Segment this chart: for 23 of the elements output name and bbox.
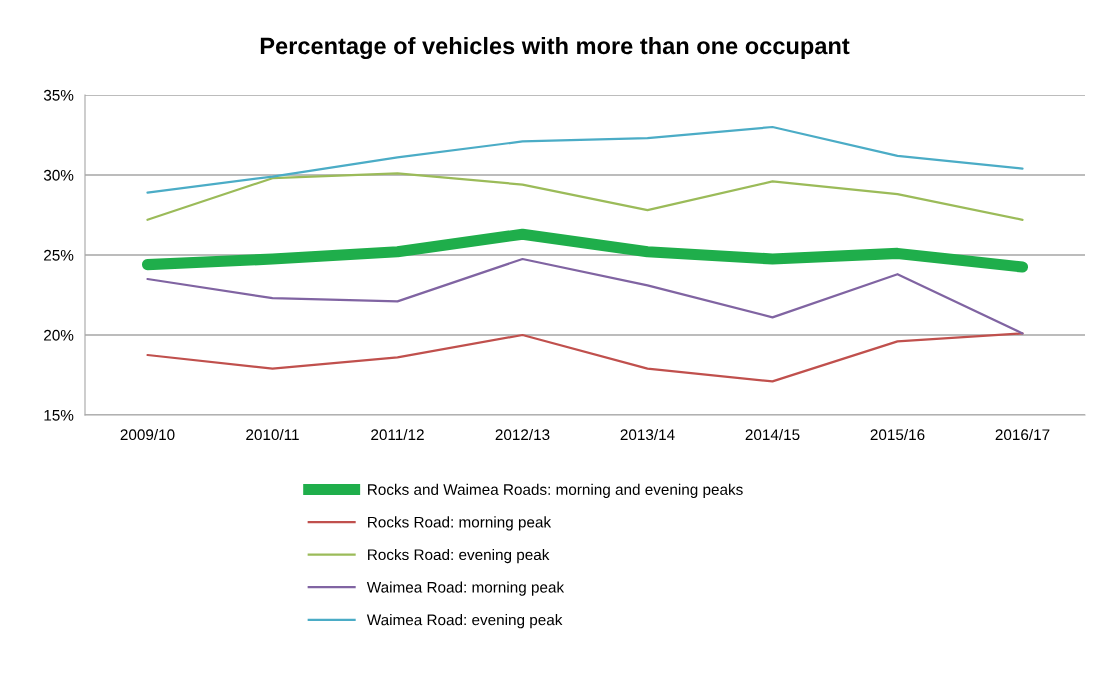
- x-tick-label: 2011/12: [371, 428, 424, 441]
- y-tick-label: 15%: [44, 409, 74, 421]
- y-tick-label: 30%: [43, 169, 74, 181]
- x-tick-label: 2016/17: [995, 428, 1050, 441]
- legend-label: Rocks and Waimea Roads: morning and evening peaks: [368, 483, 743, 498]
- line-series: [146, 257, 1024, 335]
- x-tick-label: 2010/11: [246, 428, 299, 441]
- line-series: [146, 125, 1024, 194]
- x-tick-label: 2009/10: [120, 428, 175, 441]
- x-tick-label: 2014/15: [745, 428, 800, 441]
- chart-title: Percentage of vehicles with more than one occupant: [260, 36, 850, 60]
- line-series: [146, 332, 1024, 383]
- legend-label: Waimea Road: evening peak: [366, 614, 563, 629]
- x-tick-label: 2013/14: [620, 428, 675, 441]
- y-tick-label: 25%: [44, 249, 74, 261]
- line-series: [146, 172, 1024, 221]
- y-tick-label: 35%: [43, 89, 74, 101]
- x-tick-label: 2012/13: [495, 428, 550, 441]
- y-tick-label: 20%: [44, 329, 74, 341]
- legend-label: Rocks Road: morning peak: [368, 516, 552, 531]
- x-tick-label: 2015/16: [870, 428, 925, 441]
- legend-label: Waimea Road: morning peak: [366, 581, 565, 596]
- legend-label: Rocks Road: evening peak: [368, 548, 550, 564]
